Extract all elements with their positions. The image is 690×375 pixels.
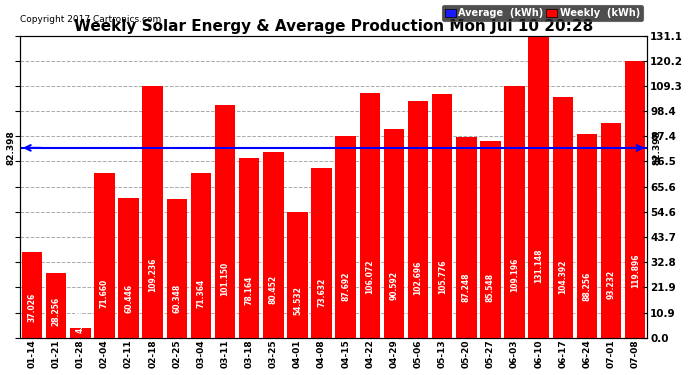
Bar [143,86,163,338]
Text: 60.446: 60.446 [124,284,133,313]
Bar [384,129,404,338]
Bar [504,86,525,338]
Bar [263,152,284,338]
Bar [239,158,259,338]
Text: 80.452: 80.452 [269,275,278,304]
Bar [119,198,139,338]
Bar [22,252,42,338]
Text: 71.364: 71.364 [197,279,206,308]
Text: 131.148: 131.148 [534,249,543,284]
Text: 104.392: 104.392 [558,260,567,294]
Bar [359,93,380,338]
Bar [577,134,598,338]
Text: 78.164: 78.164 [245,276,254,305]
Text: 82.398: 82.398 [652,130,661,165]
Text: 105.776: 105.776 [437,260,446,294]
Text: 102.696: 102.696 [413,261,422,295]
Bar [335,136,356,338]
Bar [215,105,235,338]
Text: 109.236: 109.236 [148,258,157,292]
Text: 82.398: 82.398 [6,130,15,165]
Bar [190,173,211,338]
Bar [311,168,332,338]
Bar [456,137,477,338]
Text: Copyright 2017 Cartronics.com: Copyright 2017 Cartronics.com [20,15,161,24]
Text: 85.548: 85.548 [486,273,495,302]
Bar [287,212,308,338]
Text: 28.256: 28.256 [52,297,61,326]
Text: 73.632: 73.632 [317,278,326,307]
Title: Weekly Solar Energy & Average Production Mon Jul 10 20:28: Weekly Solar Energy & Average Production… [74,20,593,34]
Bar [408,101,428,338]
Text: 119.896: 119.896 [631,254,640,288]
Bar [166,199,187,338]
Text: 87.692: 87.692 [342,272,351,302]
Legend: Average  (kWh), Weekly  (kWh): Average (kWh), Weekly (kWh) [442,5,643,21]
Text: 93.232: 93.232 [607,270,615,299]
Bar [70,328,90,338]
Text: 60.348: 60.348 [172,284,181,313]
Text: 101.150: 101.150 [221,262,230,296]
Bar [432,94,453,338]
Text: 37.026: 37.026 [28,293,37,322]
Text: 109.196: 109.196 [510,258,519,292]
Bar [625,62,645,338]
Text: 106.072: 106.072 [365,259,375,294]
Text: 90.592: 90.592 [389,271,399,300]
Bar [46,273,66,338]
Text: 4.312: 4.312 [76,309,85,333]
Bar [601,123,621,338]
Bar [553,97,573,338]
Bar [529,36,549,338]
Text: 87.248: 87.248 [462,272,471,302]
Text: 54.532: 54.532 [293,286,302,315]
Bar [95,172,115,338]
Text: 71.660: 71.660 [100,279,109,308]
Bar [480,141,501,338]
Text: 88.256: 88.256 [582,272,591,301]
